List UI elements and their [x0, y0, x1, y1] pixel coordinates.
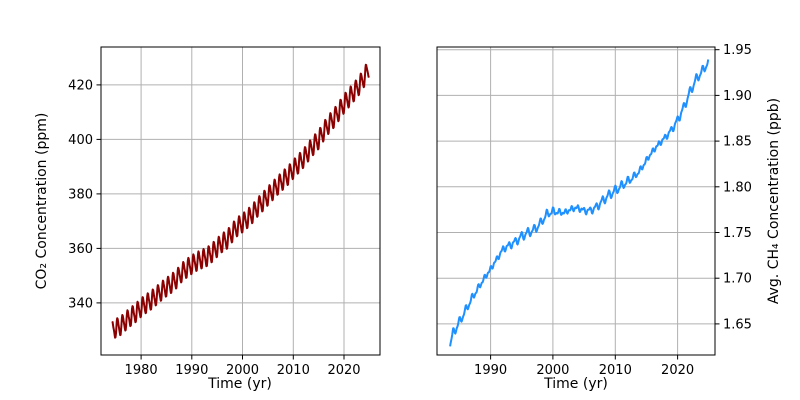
co2-chart: 1980 1990 2000 2010 2020 340 360 380 400 420	[68, 46, 381, 378]
ch4-x-axis-label: Time (yr)	[544, 376, 608, 392]
co2-y-tick-label: 340	[68, 296, 93, 311]
ch4-x-tick-label: 2010	[599, 363, 632, 378]
co2-y-tick-label: 360	[68, 242, 93, 257]
ch4-chart: 1990 2000 2010 2020 1.65 1.70 1.75 1.80 1.85 1.90…	[436, 43, 752, 378]
ch4-tick-labels: 1990 2000 2010 2020 1.65 1.70 1.75 1.80 1.85 1.90…	[474, 43, 752, 378]
ch4-y-tick-label: 1.90	[723, 89, 752, 104]
ch4-axes-spines	[436, 46, 716, 356]
co2-tick-labels: 1980 1990 2000 2010 2020 340 360 380 400 420	[68, 78, 360, 378]
co2-x-tick-label: 2020	[327, 363, 360, 378]
co2-y-axis-label: CO₂ Concentration (ppm)	[34, 112, 50, 290]
co2-y-tick-label: 400	[68, 133, 93, 148]
ch4-data-line	[449, 59, 710, 347]
ch4-tick-marks	[490, 49, 720, 360]
ch4-y-tick-label: 1.85	[723, 135, 752, 150]
ch4-y-tick-label: 1.65	[723, 317, 752, 332]
ch4-x-tick-label: 1990	[474, 363, 507, 378]
ch4-y-tick-label: 1.75	[723, 226, 752, 241]
co2-y-tick-label: 420	[68, 78, 93, 93]
co2-x-tick-label: 2010	[277, 363, 310, 378]
co2-data-line	[111, 63, 370, 339]
ch4-y-tick-label: 1.70	[723, 272, 752, 287]
co2-y-tick-label: 380	[68, 187, 93, 202]
co2-x-axis-label: Time (yr)	[208, 376, 272, 392]
ch4-y-tick-label: 1.95	[723, 43, 752, 58]
grid	[437, 47, 715, 355]
co2-x-tick-label: 1990	[175, 363, 208, 378]
grid	[101, 47, 380, 355]
co2-tick-marks	[96, 84, 345, 360]
ch4-x-tick-label: 2000	[536, 363, 569, 378]
co2-x-tick-label: 1980	[125, 363, 158, 378]
ch4-x-tick-label: 2020	[661, 363, 694, 378]
co2-x-tick-label: 2000	[226, 363, 259, 378]
ch4-y-axis-label: Avg. CH₄ Concentration (ppb)	[766, 97, 782, 305]
ch4-y-tick-label: 1.80	[723, 180, 752, 195]
co2-axes-spines	[100, 46, 381, 356]
